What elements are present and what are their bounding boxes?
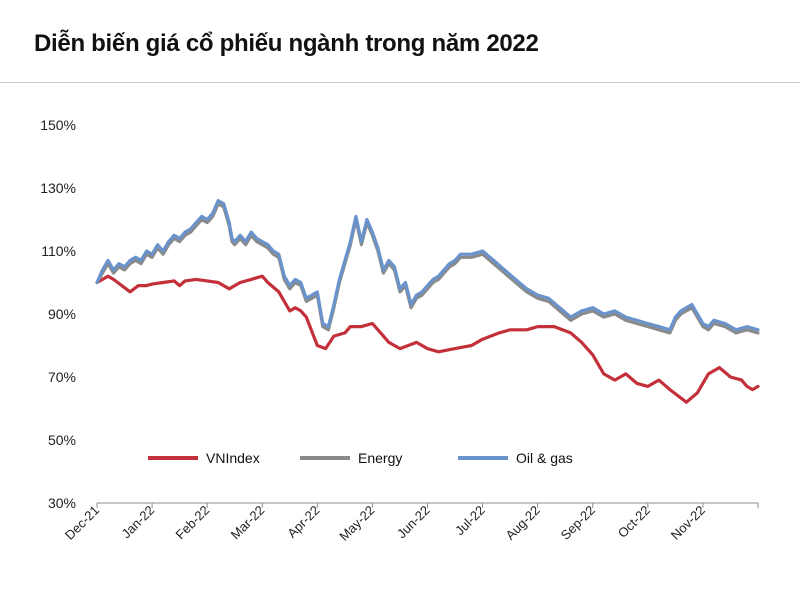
vnindex-line: [95, 274, 760, 404]
x-tick-label: Sep-22: [558, 503, 598, 543]
y-axis: 30% 50% 70% 90% 110% 130% 150%: [40, 117, 76, 511]
x-tick-label: May-22: [336, 503, 377, 544]
x-tick-label: Mar-22: [228, 503, 268, 543]
oilgas-line: [95, 199, 760, 332]
x-axis: Dec-21 Jan-22 Feb-22 Mar-22 Apr-22 May-22 Jun-…: [62, 502, 759, 544]
legend-label: Oil & gas: [516, 450, 573, 466]
x-tick-label: Oct-22: [615, 503, 653, 541]
x-tick-label: Nov-22: [668, 503, 708, 543]
x-tick-label: Aug-22: [503, 503, 543, 543]
series-layer: [95, 199, 760, 404]
legend-label: VNIndex: [206, 450, 260, 466]
y-tick-label: 90%: [48, 306, 76, 322]
x-tick-label: Apr-22: [284, 503, 322, 541]
title-divider: [0, 82, 800, 83]
x-tick-label: Jun-22: [394, 503, 433, 542]
y-tick-label: 30%: [48, 495, 76, 511]
legend-label: Energy: [358, 450, 402, 466]
x-tick-label: Jan-22: [118, 503, 157, 542]
y-tick-label: 70%: [48, 369, 76, 385]
legend: VNIndex Energy Oil & gas: [148, 450, 573, 466]
y-tick-label: 50%: [48, 432, 76, 448]
x-tick-label: Jul-22: [452, 503, 488, 539]
y-tick-label: 150%: [40, 117, 76, 133]
y-tick-label: 130%: [40, 180, 76, 196]
y-tick-label: 110%: [41, 243, 76, 259]
chart-title: Diễn biến giá cổ phiếu ngành trong năm 2…: [34, 30, 539, 57]
x-tick-label: Feb-22: [173, 503, 213, 543]
